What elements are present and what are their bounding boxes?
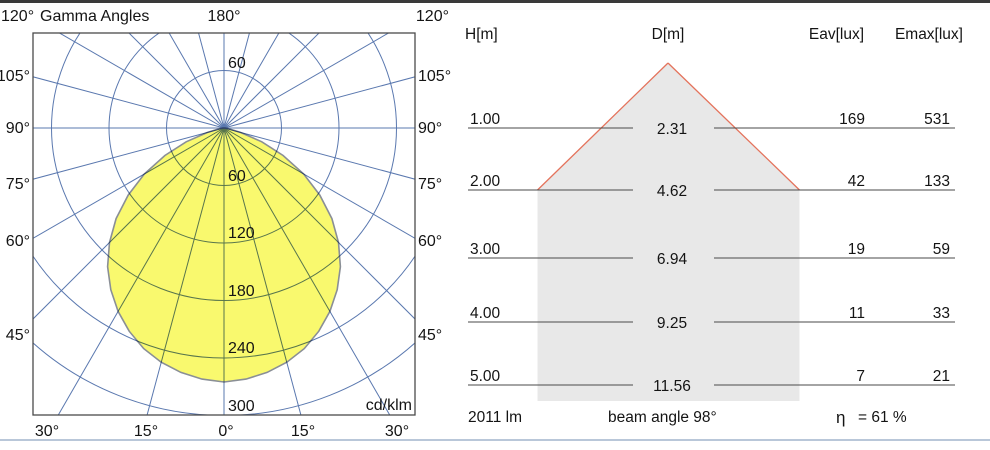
table-row: 3.00 6.94 19 59 (468, 241, 955, 268)
table-row: 1.00 2.31 169 531 (468, 111, 955, 138)
column-header-h: H[m] (465, 26, 498, 43)
angle-label-left: 105° (0, 68, 30, 85)
cell-height: 3.00 (470, 241, 501, 258)
polar-gamma-line (223, 33, 280, 129)
top-rule (0, 0, 990, 3)
unit-label: cd/klm (366, 397, 412, 414)
angle-label-bottom: 15° (291, 423, 315, 440)
angle-label-left: 75° (6, 176, 30, 193)
polar-gamma-line (33, 76, 225, 129)
angle-label-left: 45° (6, 327, 30, 344)
cell-diameter: 2.31 (657, 121, 687, 138)
cell-height: 5.00 (470, 368, 501, 385)
polar-gamma-line (223, 76, 415, 129)
angle-label-right: 105° (418, 68, 451, 85)
ring-value-label: 180 (228, 283, 255, 300)
polar-gamma-line (223, 127, 415, 180)
angle-label-right: 45° (418, 327, 442, 344)
polar-gamma-line (58, 33, 225, 129)
ring-value-label: 240 (228, 340, 255, 357)
polar-gamma-line (198, 33, 225, 129)
ring-value-label: 300 (228, 398, 255, 415)
column-header-eav: Eav[lux] (809, 26, 864, 43)
cell-diameter: 6.94 (657, 251, 688, 268)
polar-gamma-line (223, 33, 390, 129)
cell-height: 2.00 (470, 173, 501, 190)
polar-gamma-line (168, 33, 225, 129)
cone-edge-right (667, 62, 800, 191)
cone-table-rows: 1.00 2.31 169 531 2.00 4.62 42 133 3.00 6.94 19 59 4… (468, 111, 955, 395)
polar-frame (32, 32, 416, 416)
cell-emax: 59 (933, 241, 950, 258)
cell-emax: 21 (933, 368, 950, 385)
intensity-curve (106, 127, 342, 383)
cell-eav: 11 (849, 305, 865, 322)
angle-label-bottom: 30° (35, 423, 59, 440)
cell-emax: 133 (924, 173, 950, 190)
cell-emax: 33 (933, 305, 950, 322)
angle-label-right: 90° (418, 120, 442, 137)
cone-edge-left (537, 62, 669, 191)
polar-gamma-line (33, 127, 225, 180)
cell-height: 4.00 (470, 305, 501, 322)
table-row: 5.00 11.56 7 21 (468, 368, 955, 395)
cell-diameter: 9.25 (657, 315, 687, 332)
polar-gamma-line (223, 33, 250, 129)
footer-eta-value: = 61 % (858, 409, 907, 426)
cell-eav: 42 (848, 173, 865, 190)
table-row: 4.00 9.25 11 33 (468, 305, 955, 332)
cell-diameter: 4.62 (657, 183, 687, 200)
ring-value-label: 120 (228, 225, 255, 242)
column-header-d: D[m] (652, 26, 685, 43)
polar-gamma-line (128, 33, 225, 129)
cell-eav: 19 (848, 241, 865, 258)
angle-label-bottom: 30° (385, 423, 409, 440)
cell-emax: 531 (924, 111, 950, 128)
chart-title: Gamma Angles (40, 8, 149, 25)
bottom-rule (0, 439, 990, 441)
angle-label-bottom: 15° (134, 423, 158, 440)
cell-eav: 7 (856, 368, 865, 385)
light-cone-column (537, 190, 800, 401)
angle-label-top-right: 120° (416, 8, 449, 25)
column-header-emax: Emax[lux] (895, 26, 963, 43)
cell-height: 1.00 (470, 111, 501, 128)
angle-label-left: 90° (6, 120, 30, 137)
angle-label-bottom: 0° (218, 423, 233, 440)
ring-value-label: 60 (228, 168, 246, 185)
table-row: 2.00 4.62 42 133 (468, 173, 955, 200)
ring-value-label-upper: 60 (228, 55, 246, 72)
light-cone-diagram (537, 62, 800, 401)
angle-label-right: 75° (418, 176, 442, 193)
footer-beam-angle: beam angle 98° (608, 409, 717, 426)
cell-eav: 169 (839, 111, 865, 128)
angle-label-top-center: 180° (207, 8, 240, 25)
polar-axis-labels: 105° 105° 90° 90° 75° 75° 60° 60° 45° 45° 30° 15° 0°… (0, 55, 451, 440)
angle-label-left: 60° (6, 233, 30, 250)
footer-eta-symbol: η (836, 408, 845, 427)
footer-luminous-flux: 2011 lm (468, 409, 522, 426)
angle-label-right: 60° (418, 233, 442, 250)
cell-diameter: 11.56 (653, 378, 691, 395)
polar-gamma-line (223, 33, 320, 129)
angle-label-top-left: 120° (1, 8, 34, 25)
light-cone-triangle (537, 63, 800, 190)
